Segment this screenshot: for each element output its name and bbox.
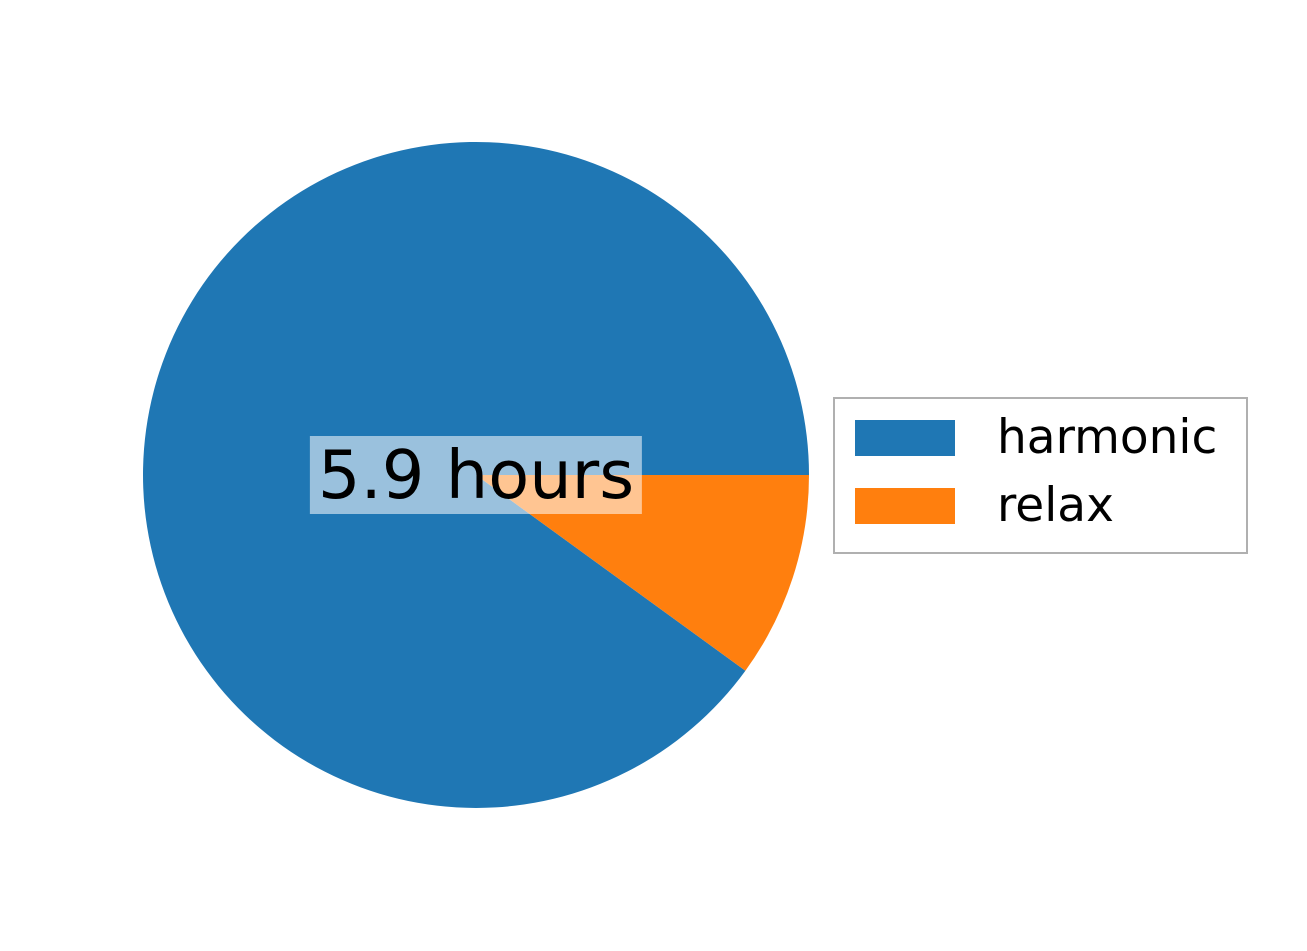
pie-center-value-label: 5.9 hours <box>309 436 643 514</box>
legend-swatch-harmonic <box>855 419 955 456</box>
legend: harmonic relax <box>833 397 1248 554</box>
legend-item-harmonic: harmonic <box>855 410 1222 465</box>
legend-label-relax: relax <box>997 478 1114 533</box>
legend-item-relax: relax <box>855 478 1222 533</box>
legend-label-harmonic: harmonic <box>997 410 1218 465</box>
legend-swatch-relax <box>855 487 955 524</box>
pie-slice-relax <box>476 475 809 671</box>
